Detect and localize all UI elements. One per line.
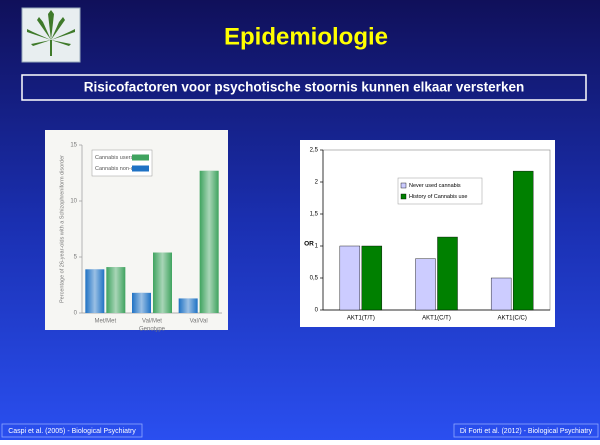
legend-swatch [401,183,406,188]
footer-left: Caspi et al. (2005) - Biological Psychia… [8,428,136,435]
bar [416,259,436,310]
legend-box [92,150,152,176]
slide-title: Epidemiologie [224,23,388,50]
legend-label: History of Cannabis use [409,194,467,200]
legend-swatch [401,194,406,199]
x-tick-label: Val/Met [142,319,162,325]
bar [340,246,360,310]
x-tick-label: Val/Val [190,319,208,325]
slide-subtitle: Risicofactoren voor psychotische stoorni… [84,80,524,95]
bar-shine [153,253,172,313]
bar-shine [106,267,125,313]
bar [362,246,382,310]
x-tick-label: AKT1(C/T) [422,316,451,322]
bar-shine [132,293,151,313]
footer-right: Di Forti et al. (2012) - Biological Psyc… [460,428,593,435]
bar [438,237,458,310]
y-tick-label: 0,5 [310,276,319,282]
bar-shine [200,171,219,313]
bar-shine [179,298,198,313]
legend-box [398,178,482,204]
y-tick-label: 1,5 [310,212,319,218]
y-axis-label: Percentage of 26-year-olds with a Schizo… [59,155,65,303]
y-tick-label: 10 [70,199,77,205]
legend-swatch [132,166,149,172]
x-tick-label: AKT1(T/T) [347,316,375,322]
y-tick-label: 2,5 [310,148,319,154]
page: Epidemiologie Risicofactoren voor psycho… [0,0,600,445]
bar-shine [85,269,104,313]
legend-swatch [132,155,149,161]
bar [491,278,511,310]
leaf-icon [22,8,80,62]
y-axis-label: OR [304,241,314,248]
x-tick-label: AKT1(C/C) [497,316,526,322]
slide: Epidemiologie Risicofactoren voor psycho… [0,0,600,440]
legend-label: Cannabis users [95,155,133,161]
y-tick-label: 15 [70,143,77,149]
x-tick-label: Met/Met [94,319,116,325]
legend-label: Never used cannabis [409,183,461,189]
bar [513,171,533,310]
x-axis-label: Genotype [139,327,166,333]
